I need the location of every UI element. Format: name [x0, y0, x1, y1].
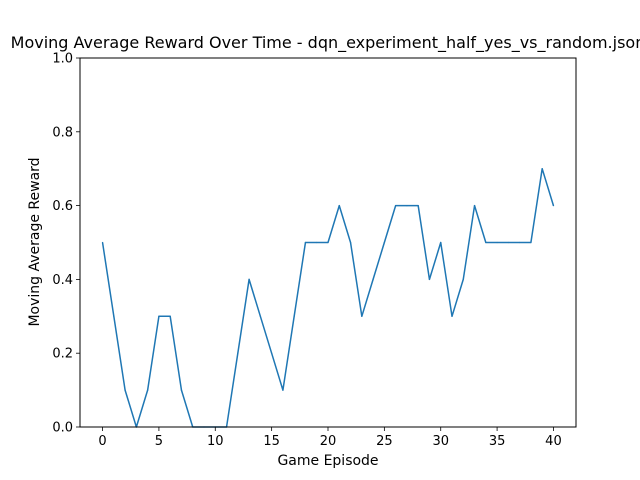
series-line-0 [101, 167, 555, 428]
data-point [406, 205, 408, 207]
data-point [327, 241, 329, 244]
data-point [485, 241, 487, 244]
data-point [552, 205, 555, 207]
data-point [282, 389, 284, 391]
data-point [349, 241, 352, 244]
x-tick-label: 25 [376, 434, 393, 449]
x-tick-label: 30 [432, 434, 449, 449]
data-point [496, 241, 498, 244]
data-point [316, 241, 318, 244]
y-axis-ticks: 0.0 0.2 0.4 0.6 0.8 1.0 [52, 52, 80, 436]
data-point [417, 205, 419, 207]
data-point [507, 241, 509, 244]
x-tick-label: 10 [207, 434, 224, 449]
chart-title: Moving Average Reward Over Time - dqn_ex… [10, 33, 640, 52]
y-tick-label: 0.0 [52, 421, 73, 436]
x-tick-label: 20 [320, 434, 337, 449]
y-axis-label: Moving Average Reward [27, 157, 43, 327]
data-point [519, 241, 521, 244]
data-point [462, 278, 464, 280]
x-tick-label: 5 [155, 434, 163, 449]
x-tick-label: 0 [98, 434, 106, 449]
data-point [473, 205, 476, 207]
data-point [372, 278, 374, 280]
x-tick-label: 15 [263, 434, 280, 449]
y-tick-label: 0.6 [52, 199, 73, 214]
x-tick-label: 40 [545, 434, 562, 449]
x-axis-ticks: 0 5 10 15 20 25 30 35 40 [98, 427, 562, 449]
y-tick-label: 0.8 [52, 125, 73, 140]
data-point [113, 315, 115, 317]
data-point [293, 315, 295, 317]
data-point [101, 241, 104, 244]
data-point [338, 205, 340, 207]
data-point [304, 241, 307, 244]
y-tick-label: 0.2 [52, 347, 73, 362]
data-point [158, 315, 160, 317]
data-point [271, 352, 273, 354]
data-point [180, 389, 183, 391]
y-tick-label: 0.4 [52, 273, 73, 288]
data-point [451, 315, 453, 317]
x-tick-label: 35 [489, 434, 506, 449]
series-layer [101, 167, 555, 428]
data-point [259, 315, 261, 317]
data-point [237, 352, 239, 354]
data-point [169, 315, 171, 317]
data-point [541, 168, 543, 170]
data-point [428, 278, 431, 280]
data-point [124, 389, 126, 391]
data-point [147, 389, 149, 391]
y-tick-label: 1.0 [52, 52, 73, 67]
data-point [530, 241, 532, 244]
data-point [440, 241, 442, 244]
x-axis-label: Game Episode [277, 453, 379, 469]
plot-frame [79, 57, 577, 428]
data-point [361, 315, 363, 317]
data-point [395, 205, 397, 207]
data-point [383, 241, 385, 244]
data-point [248, 278, 250, 280]
